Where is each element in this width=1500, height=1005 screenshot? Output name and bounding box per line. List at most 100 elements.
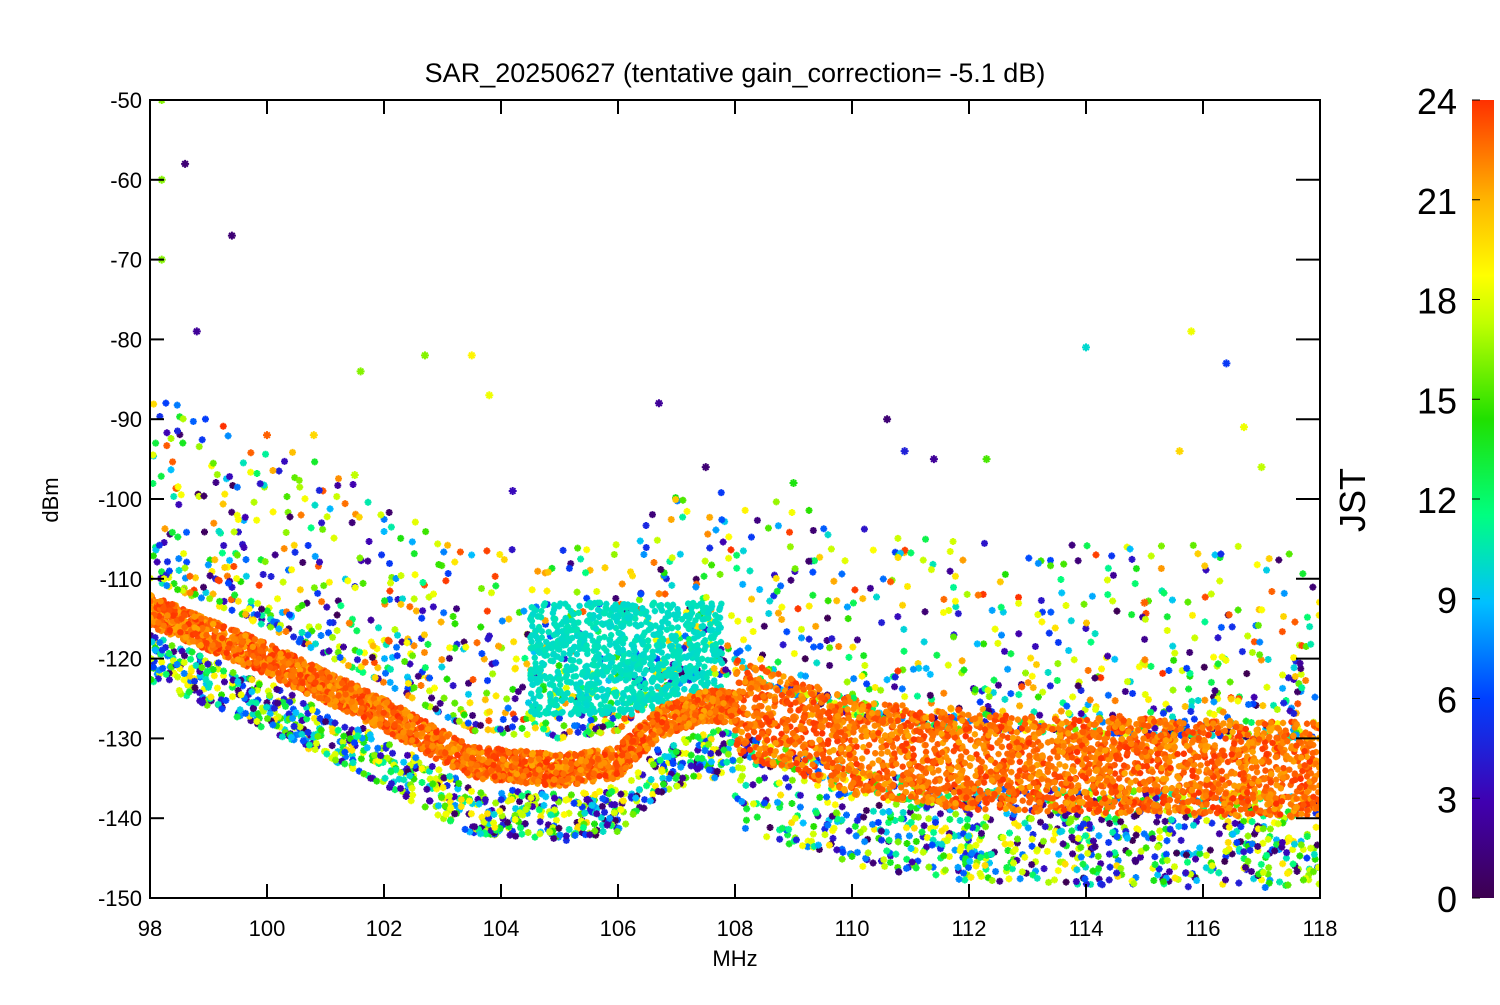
data-point: [531, 720, 539, 728]
data-point: [329, 633, 337, 641]
data-point: [731, 731, 739, 739]
data-point: [613, 828, 621, 836]
data-point: [504, 704, 512, 712]
data-point: [1276, 878, 1284, 886]
data-point: [961, 876, 969, 884]
data-point: [331, 655, 339, 663]
data-point: [894, 832, 902, 840]
data-point: [1010, 859, 1018, 867]
data-point: [649, 760, 657, 768]
data-point: [364, 498, 372, 506]
data-point: [208, 567, 216, 575]
data-point: [1165, 829, 1173, 837]
data-point: [583, 796, 591, 804]
data-point: [672, 637, 680, 645]
data-point: [248, 699, 256, 707]
data-point: [233, 511, 241, 519]
data-point: [353, 627, 361, 635]
data-point: [573, 588, 581, 596]
data-point: [593, 804, 601, 812]
data-point: [1080, 713, 1088, 721]
data-point: [695, 772, 703, 780]
data-point: [378, 551, 386, 559]
data-point: [676, 647, 684, 654]
data-point: [861, 838, 869, 846]
data-point: [662, 575, 670, 583]
data-point: [258, 605, 266, 613]
data-point: [620, 700, 627, 707]
data-point: [1117, 865, 1125, 873]
data-point: [1037, 597, 1045, 605]
data-point: [578, 828, 586, 836]
data-point: [504, 725, 512, 733]
data-point: [198, 699, 206, 707]
data-point: [915, 664, 923, 672]
data-point: [1086, 721, 1094, 728]
data-point: [1018, 868, 1026, 876]
data-point: [1074, 834, 1082, 842]
data-point: [1297, 670, 1305, 678]
data-point: [618, 800, 626, 808]
data-point: [626, 620, 633, 627]
data-point: [1248, 818, 1256, 826]
data-point: [299, 737, 307, 745]
data-point: [1113, 728, 1121, 736]
data-point: [610, 668, 618, 676]
data-point: [688, 604, 695, 612]
data-point: [169, 657, 177, 665]
data-point: [885, 807, 893, 815]
data-point: [805, 506, 813, 514]
data-point: [1025, 717, 1033, 725]
data-point: [865, 685, 873, 693]
data-point: [515, 608, 523, 616]
data-point: [267, 717, 275, 725]
data-point: [1103, 576, 1111, 584]
data-point: [862, 789, 870, 797]
data-point: [285, 625, 293, 633]
data-point: [228, 606, 236, 614]
data-point: [320, 747, 328, 755]
data-point: [1274, 820, 1282, 828]
data-point: [364, 557, 372, 565]
data-point: [1296, 852, 1304, 860]
data-point: [980, 640, 988, 648]
data-point: [683, 622, 691, 629]
data-point: [558, 697, 566, 704]
data-point: [310, 731, 318, 739]
data-point: [487, 827, 495, 835]
data-point: [474, 795, 482, 803]
data-point: [894, 863, 902, 871]
data-point: [348, 519, 356, 527]
data-point: [445, 792, 453, 800]
data-point: [525, 710, 533, 718]
data-point: [1154, 812, 1162, 820]
data-point: [1293, 867, 1301, 875]
data-point: [594, 638, 601, 646]
data-point: [607, 699, 615, 707]
data-point: [1086, 696, 1094, 704]
data-point: [534, 678, 541, 686]
data-point: [298, 730, 306, 738]
data-point: [197, 656, 205, 664]
data-point: [286, 698, 294, 706]
data-point: [196, 652, 204, 660]
data-point: [366, 731, 374, 739]
data-point: [1225, 823, 1233, 831]
data-point: [693, 670, 701, 677]
data-point: [438, 656, 446, 664]
data-point: [951, 724, 958, 732]
data-point: [655, 671, 663, 679]
data-point: [1291, 840, 1299, 848]
data-point: [512, 805, 520, 813]
data-point: [1250, 875, 1258, 883]
scatter-points: [150, 100, 1320, 891]
data-point: [279, 698, 287, 706]
data-point: [799, 718, 806, 726]
data-point: [804, 843, 812, 851]
data-point: [477, 623, 485, 631]
data-point: [838, 570, 846, 578]
data-point: [689, 653, 696, 660]
data-point: [360, 739, 368, 747]
data-point: [959, 556, 967, 564]
data-point: [331, 719, 339, 727]
